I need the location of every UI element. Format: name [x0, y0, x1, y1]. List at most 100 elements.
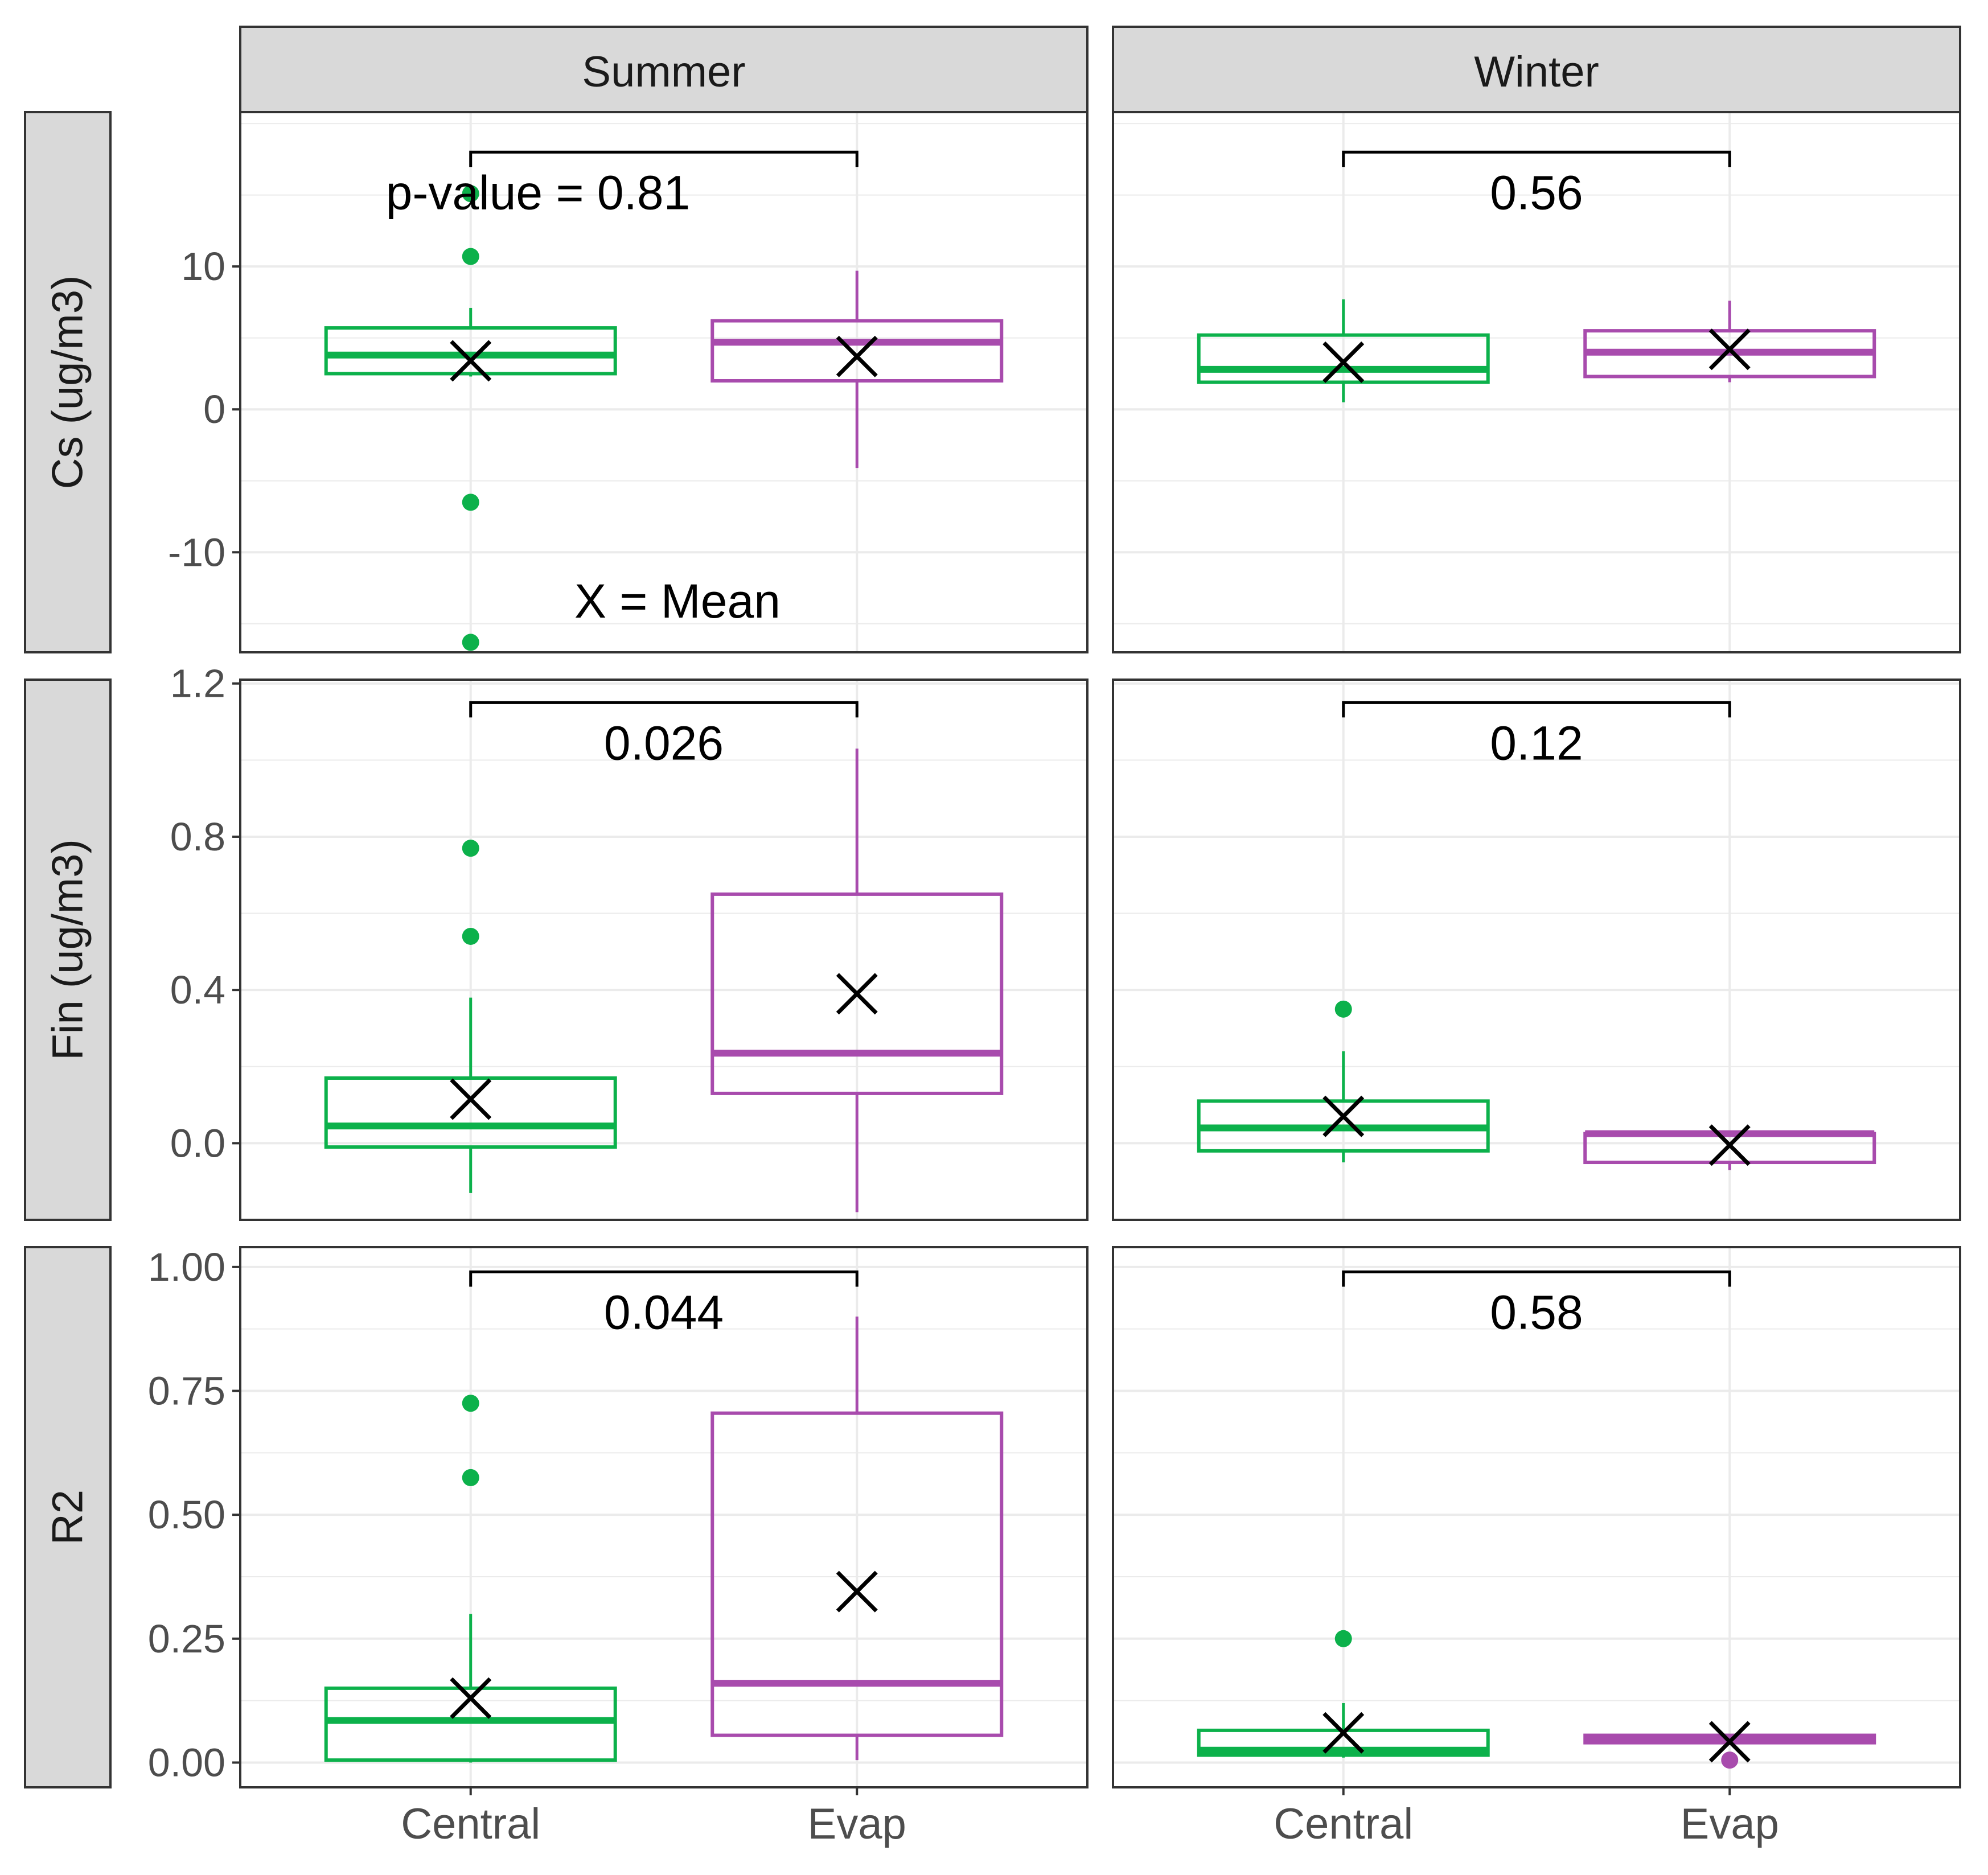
mean-marker: [450, 1677, 492, 1719]
y-tick-label: 0.75: [148, 1368, 225, 1413]
mean-marker: [450, 340, 492, 382]
panel-r0-c0: p-value = 0.81: [239, 111, 1089, 653]
y-tick-label: -10: [168, 530, 225, 574]
significance-bracket: [469, 1270, 859, 1287]
mean-marker-stroke: [450, 340, 492, 382]
mean-marker-stroke: [836, 973, 878, 1015]
mean-marker-stroke: [1322, 1712, 1365, 1754]
box-evap: [1583, 1721, 1876, 1769]
box-evap: [1583, 1124, 1876, 1170]
iqr-box: [710, 1411, 1004, 1737]
mean-marker: [450, 1078, 492, 1120]
iqr-box: [710, 319, 1004, 383]
p-value-label: 0.026: [604, 716, 724, 770]
strip-summer: [239, 26, 1089, 113]
iqr-box: [324, 1076, 617, 1149]
x-tick-label-evap: Evap: [1681, 1800, 1779, 1848]
box-central: [324, 840, 617, 1193]
mean-marker: [836, 1570, 878, 1613]
y-tick-label: 0.4: [170, 968, 225, 1012]
box-central: [1197, 299, 1490, 402]
panel-r0-c1: 0.56: [1112, 111, 1961, 653]
box-evap: [710, 270, 1004, 468]
p-value-label: 0.58: [1490, 1286, 1583, 1339]
outlier-point: [462, 1469, 479, 1486]
outlier-point: [462, 248, 479, 265]
y-tick-label: 0.0: [170, 1121, 225, 1165]
box-evap: [710, 1316, 1004, 1761]
significance-bracket: [1342, 1270, 1731, 1287]
mean-marker-stroke: [450, 1677, 492, 1719]
outlier-point: [462, 185, 479, 203]
box-central: [324, 185, 617, 651]
mean-marker: [1708, 1124, 1751, 1166]
row-strip-label-2: R2: [44, 1490, 92, 1545]
mean-marker: [1708, 1721, 1751, 1763]
outlier-point: [462, 494, 479, 511]
significance-bracket: [469, 701, 859, 718]
significance-bracket: [1342, 701, 1731, 718]
panel-border: [239, 1246, 1089, 1788]
p-value-label: 0.56: [1490, 166, 1583, 219]
significance-bracket: [1342, 150, 1731, 167]
x-tick-label-evap: Evap: [808, 1800, 906, 1848]
outlier-point: [462, 634, 479, 651]
panel-border: [1112, 1246, 1961, 1788]
y-tick-label: 0.50: [148, 1492, 225, 1537]
panel-r2-c0: 0.044: [239, 1246, 1089, 1788]
mean-marker-stroke: [1708, 1721, 1751, 1763]
iqr-box: [324, 1686, 617, 1762]
significance-bracket: [469, 150, 859, 167]
strip-label-summer: Summer: [582, 48, 745, 96]
row-strip-label-0: Cs (ug/m3): [44, 276, 92, 490]
outlier-point: [1334, 1630, 1352, 1647]
panel-border: [239, 111, 1089, 653]
iqr-box: [1197, 333, 1490, 384]
y-tick-label: 10: [181, 244, 225, 289]
mean-marker-stroke: [1708, 328, 1751, 371]
mean-marker: [1322, 1095, 1365, 1137]
mean-marker: [1322, 341, 1365, 383]
mean-marker-stroke: [836, 1570, 878, 1613]
x-tick-label-central: Central: [1274, 1800, 1413, 1848]
outlier-point: [462, 840, 479, 857]
y-tick-label: 1.2: [170, 661, 225, 706]
panel-r1-c0: 0.026: [239, 679, 1089, 1221]
p-value-label: 0.12: [1490, 716, 1583, 770]
p-value-label: 0.044: [604, 1286, 724, 1339]
outlier-point: [1334, 1000, 1352, 1018]
row-strip-0: [24, 111, 112, 653]
panel-border: [1112, 111, 1961, 653]
y-tick-label: 0.8: [170, 815, 225, 859]
row-strip-label-1: Fin (ug/m3): [44, 839, 92, 1060]
y-tick-label: 1.00: [148, 1245, 225, 1289]
mean-marker: [1708, 328, 1751, 371]
row-strip-1: [24, 679, 112, 1221]
box-evap: [710, 749, 1004, 1212]
x-tick-label-central: Central: [401, 1800, 540, 1848]
box-central: [1197, 1630, 1490, 1758]
mean-marker-stroke: [1708, 1124, 1751, 1166]
mean-marker: [836, 335, 878, 377]
outlier-point: [462, 1395, 479, 1412]
box-central: [1197, 1000, 1490, 1163]
box-evap: [1583, 301, 1876, 383]
mean-marker: [836, 973, 878, 1015]
outlier-point: [1721, 1751, 1739, 1769]
panel-r1-c1: 0.12: [1112, 679, 1961, 1221]
mean-marker-stroke: [450, 1078, 492, 1120]
y-tick-label: 0.25: [148, 1617, 225, 1661]
y-tick-label: 0.00: [148, 1740, 225, 1784]
y-tick-label: 0: [203, 387, 225, 431]
row-strip-2: [24, 1246, 112, 1788]
mean-marker-stroke: [836, 335, 878, 377]
panel-border: [239, 679, 1089, 1221]
strip-label-winter: Winter: [1474, 48, 1599, 96]
strip-winter: [1112, 26, 1961, 113]
panel-border: [1112, 679, 1961, 1221]
box-central: [324, 1395, 617, 1763]
panel-r2-c1: 0.58: [1112, 1246, 1961, 1788]
mean-marker: [1322, 1712, 1365, 1754]
